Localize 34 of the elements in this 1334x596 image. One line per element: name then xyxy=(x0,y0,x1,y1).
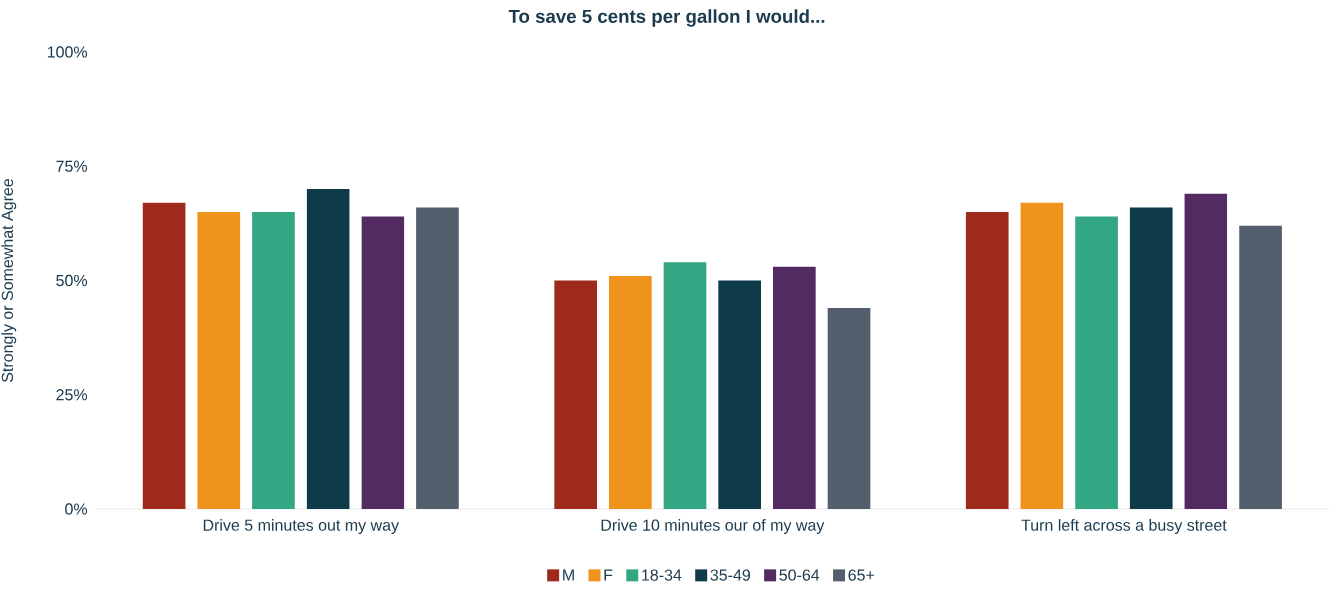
x-tick-label: Drive 5 minutes out my way xyxy=(203,519,399,534)
bar xyxy=(663,262,707,509)
chart-title: To save 5 cents per gallon I would... xyxy=(508,9,825,27)
bar xyxy=(306,189,350,509)
bar xyxy=(718,280,762,509)
legend-label: 65+ xyxy=(848,569,875,581)
bar xyxy=(142,202,186,509)
bar xyxy=(361,216,405,509)
bar xyxy=(1075,216,1118,509)
legend-label: F xyxy=(604,569,613,581)
bar xyxy=(1239,225,1282,509)
x-tick-label: Turn left across a busy street xyxy=(1021,519,1227,534)
y-axis-title: Strongly or Somewhat Agree xyxy=(1,178,17,383)
legend-label: M xyxy=(563,569,574,581)
bar xyxy=(416,207,459,509)
bar xyxy=(1184,193,1228,509)
bar xyxy=(197,211,241,509)
bar xyxy=(609,275,652,509)
bar xyxy=(1020,202,1064,509)
legend-label: 35-49 xyxy=(710,569,751,581)
bar xyxy=(773,266,816,509)
x-tick-label: Drive 10 minutes our of my way xyxy=(601,519,825,534)
bar xyxy=(965,211,1009,509)
y-tick-label: 25% xyxy=(56,389,88,401)
bar xyxy=(554,280,598,509)
legend-label: 50-64 xyxy=(779,569,820,581)
bar xyxy=(827,307,871,509)
y-tick-label: 75% xyxy=(56,160,88,172)
bar xyxy=(252,211,295,509)
y-tick-label: 50% xyxy=(56,274,88,287)
y-tick-label: 0% xyxy=(65,503,88,515)
bar xyxy=(1129,207,1173,509)
legend-label: 18-34 xyxy=(642,569,682,581)
y-tick-label: 100% xyxy=(47,46,88,58)
